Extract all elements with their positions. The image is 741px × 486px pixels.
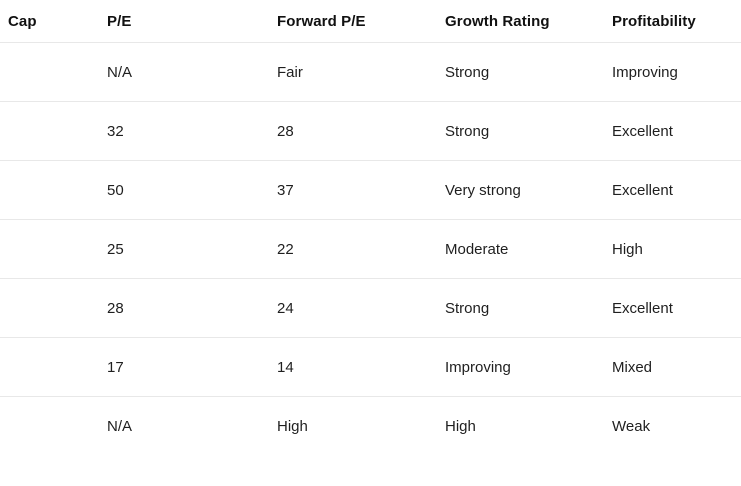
cell-forward_pe: 24 [277, 299, 294, 317]
cell-profitability: Excellent [612, 181, 673, 199]
column-header-forward_pe: Forward P/E [277, 12, 366, 30]
table-row: 28 24 Strong Excellent [0, 279, 741, 338]
table-row: 50 37 Very strong Excellent [0, 161, 741, 220]
column-header-growth_rating: Growth Rating [445, 12, 550, 30]
cell-profitability: Weak [612, 418, 651, 435]
table-row: 32 28 Strong Excellent [0, 102, 741, 161]
cell-growth_rating: Very strong [445, 181, 521, 199]
column-header-cap: Cap [8, 12, 37, 30]
cell-forward_pe: 14 [277, 358, 294, 376]
cell-forward_pe: 37 [277, 181, 294, 199]
cell-growth_rating: Moderate [445, 240, 509, 258]
table-header-row: Cap P/E Forward P/E Growth Rating Profitabil… [0, 0, 741, 43]
column-header-profitability: Profitability [612, 12, 696, 30]
cell-forward_pe: 22 [277, 240, 294, 258]
cell-pe: 50 [107, 181, 124, 199]
table-row: N/A High High Weak [0, 397, 741, 456]
cell-forward_pe: Fair [277, 63, 303, 81]
cell-pe: 32 [107, 122, 124, 140]
cell-profitability: Excellent [612, 299, 673, 317]
cell-pe: 28 [107, 299, 124, 317]
table-body: N/A Fair Strong Improving 32 28 Strong Excellen… [0, 43, 741, 456]
table-row: 17 14 Improving Mixed [0, 338, 741, 397]
cell-forward_pe: 28 [277, 122, 294, 140]
table-row: 25 22 Moderate High [0, 220, 741, 279]
table-row: N/A Fair Strong Improving [0, 43, 741, 102]
cell-profitability: Excellent [612, 122, 673, 140]
cell-profitability: High [612, 240, 643, 258]
cell-growth_rating: Strong [445, 299, 490, 317]
cell-pe: N/A [107, 418, 133, 435]
cell-forward_pe: High [277, 418, 308, 435]
column-header-pe: P/E [107, 12, 132, 30]
cell-profitability: Mixed [612, 358, 653, 376]
cell-pe: 25 [107, 240, 124, 258]
cell-growth_rating: Improving [445, 358, 511, 376]
cell-profitability: Improving [612, 63, 678, 81]
cell-pe: 17 [107, 358, 124, 376]
cell-growth_rating: Strong [445, 122, 490, 140]
cell-growth_rating: High [445, 418, 476, 435]
cell-pe: N/A [107, 63, 133, 81]
financial-comparison-table: Cap P/E Forward P/E Growth Rating Profitabil… [0, 0, 741, 456]
cell-growth_rating: Strong [445, 63, 490, 81]
